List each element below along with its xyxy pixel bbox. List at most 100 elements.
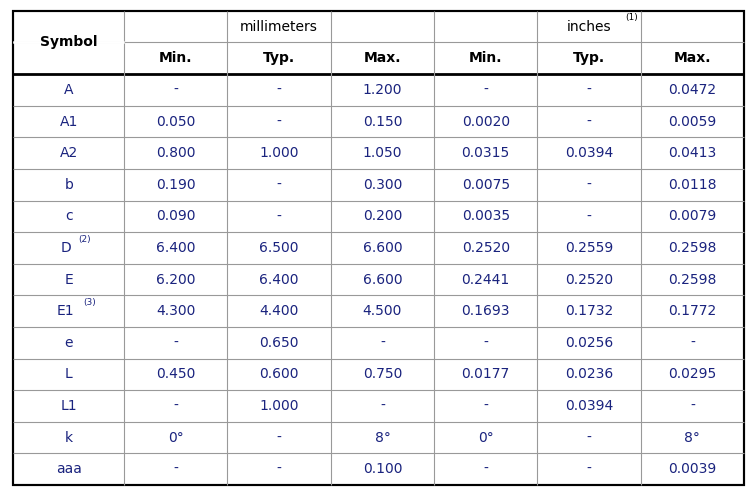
Text: Max.: Max. [674,51,711,65]
Text: aaa: aaa [56,462,82,476]
Text: -: - [586,462,592,476]
Text: 0.2598: 0.2598 [668,241,716,255]
Text: -: - [483,83,488,97]
Text: 0.0020: 0.0020 [462,115,510,128]
Text: -: - [173,336,178,350]
Text: -: - [690,399,694,413]
Text: 4.300: 4.300 [156,304,196,318]
Text: 0.450: 0.450 [156,368,196,381]
Text: 0.2559: 0.2559 [565,241,614,255]
Text: 1.200: 1.200 [363,83,402,97]
Text: -: - [173,83,178,97]
Text: -: - [173,462,178,476]
Text: 0.0394: 0.0394 [565,399,614,413]
Text: -: - [586,178,592,192]
Text: inches: inches [567,20,611,34]
Text: 0.0394: 0.0394 [565,146,614,160]
Text: 0.300: 0.300 [363,178,402,192]
Text: 4.500: 4.500 [363,304,402,318]
Text: 0.2441: 0.2441 [461,273,510,287]
Text: A1: A1 [60,115,78,128]
Text: k: k [64,431,73,445]
Text: L: L [65,368,73,381]
Text: 0°: 0° [478,431,494,445]
Text: 0.0472: 0.0472 [668,83,716,97]
Text: 1.000: 1.000 [260,399,299,413]
Text: 4.400: 4.400 [260,304,299,318]
Text: -: - [380,399,385,413]
Text: 8°: 8° [685,431,700,445]
Text: 6.200: 6.200 [156,273,196,287]
Text: A: A [64,83,74,97]
Text: Typ.: Typ. [263,51,296,65]
Text: -: - [277,83,281,97]
Text: 6.500: 6.500 [260,241,299,255]
Text: L1: L1 [61,399,77,413]
Text: (2): (2) [78,235,91,244]
Text: Typ.: Typ. [573,51,605,65]
Text: Max.: Max. [364,51,401,65]
Text: 6.600: 6.600 [363,273,402,287]
Text: -: - [690,336,694,350]
Text: (3): (3) [82,298,95,307]
Text: e: e [64,336,73,350]
Text: 0.0177: 0.0177 [461,368,510,381]
Text: 0.0236: 0.0236 [565,368,614,381]
Text: 0.0039: 0.0039 [668,462,716,476]
Text: 0.0079: 0.0079 [668,209,716,223]
Text: -: - [380,336,385,350]
Text: 0°: 0° [168,431,184,445]
Text: -: - [277,462,281,476]
Text: -: - [277,431,281,445]
Text: 0.2520: 0.2520 [565,273,613,287]
Text: 0.100: 0.100 [363,462,402,476]
Text: -: - [586,431,592,445]
Text: -: - [586,115,592,128]
Text: 0.750: 0.750 [363,368,402,381]
Text: 6.400: 6.400 [260,273,299,287]
Text: 0.0059: 0.0059 [668,115,716,128]
Text: millimeters: millimeters [240,20,318,34]
Text: 1.050: 1.050 [363,146,402,160]
Text: -: - [483,399,488,413]
Text: -: - [277,178,281,192]
Text: (1): (1) [625,13,638,22]
Text: 0.1732: 0.1732 [565,304,614,318]
Text: 0.800: 0.800 [156,146,196,160]
Text: 0.1772: 0.1772 [668,304,716,318]
Text: 0.200: 0.200 [363,209,402,223]
Text: E1: E1 [56,304,74,318]
Text: 0.0315: 0.0315 [461,146,510,160]
Text: 0.190: 0.190 [156,178,196,192]
Text: -: - [277,209,281,223]
Text: b: b [64,178,74,192]
Text: Symbol: Symbol [40,36,98,49]
Text: 0.0075: 0.0075 [462,178,510,192]
Text: 0.0035: 0.0035 [462,209,510,223]
Text: 6.600: 6.600 [363,241,402,255]
Text: 0.600: 0.600 [260,368,299,381]
Text: 0.650: 0.650 [260,336,299,350]
Text: 6.400: 6.400 [156,241,196,255]
Text: 0.2598: 0.2598 [668,273,716,287]
Text: 0.050: 0.050 [156,115,196,128]
Text: -: - [277,115,281,128]
Text: 0.0295: 0.0295 [668,368,716,381]
Text: 0.150: 0.150 [363,115,402,128]
Text: D: D [61,241,72,255]
Text: -: - [483,336,488,350]
Text: -: - [173,399,178,413]
Text: 1.000: 1.000 [260,146,299,160]
Text: -: - [586,83,592,97]
Text: 8°: 8° [374,431,391,445]
Text: -: - [586,209,592,223]
Text: 0.1693: 0.1693 [461,304,510,318]
Text: Min.: Min. [469,51,502,65]
Text: Min.: Min. [159,51,193,65]
Text: A2: A2 [60,146,78,160]
Text: 0.0256: 0.0256 [565,336,614,350]
Text: c: c [65,209,73,223]
Text: E: E [64,273,74,287]
Text: 0.090: 0.090 [156,209,196,223]
Text: 0.2520: 0.2520 [462,241,510,255]
